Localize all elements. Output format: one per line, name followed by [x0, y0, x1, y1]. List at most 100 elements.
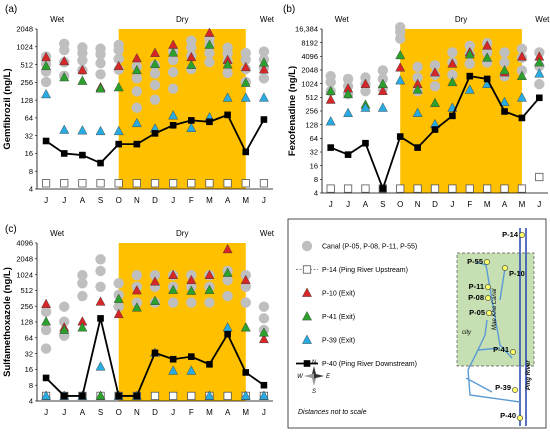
- month-label: N: [415, 200, 421, 209]
- p39-point: [395, 75, 406, 85]
- y-tick-label: 4096: [16, 239, 33, 248]
- y-tick-label: 1024: [16, 270, 33, 279]
- p41-point: [131, 302, 142, 312]
- canal-point: [342, 73, 354, 85]
- compass-arrow-s: [311, 376, 317, 386]
- month-label: J: [262, 196, 266, 205]
- p41-point: [186, 285, 197, 295]
- compass-arrow-w: [304, 373, 314, 379]
- month-label: N: [134, 196, 140, 205]
- p14-point: [361, 184, 370, 193]
- p39-point: [95, 125, 106, 136]
- canal-point: [186, 297, 197, 308]
- p40-point: [60, 392, 68, 400]
- y-tick-label: 512: [305, 93, 318, 102]
- legend-marker-p14: [302, 265, 312, 274]
- canal-point: [186, 35, 197, 46]
- p40-point: [151, 130, 159, 137]
- month-label: J: [537, 200, 541, 209]
- p14-point: [500, 184, 509, 193]
- month-label: M: [242, 196, 249, 205]
- p41-point: [59, 324, 70, 334]
- p41-point: [343, 88, 354, 99]
- canal-point: [77, 42, 88, 53]
- panel-a: 2048 1024 512 256 128 64 32 16 8 4 J J A S O N D J F M A M J Ge…: [2, 4, 275, 205]
- p10-point: [325, 94, 336, 104]
- p41-point: [168, 284, 179, 294]
- p41-point: [204, 39, 215, 49]
- p39-point: [343, 107, 354, 117]
- y-tick-label: 512: [20, 60, 33, 69]
- y-tick-label: 128: [305, 120, 318, 129]
- y-tick-label: 32: [25, 349, 33, 358]
- site-label: P-14: [502, 230, 519, 239]
- site-label: P-41: [493, 345, 509, 354]
- y-tick-label: 32: [25, 131, 33, 140]
- canal-point: [40, 343, 52, 354]
- canal-point: [222, 42, 233, 53]
- p40-point: [224, 111, 231, 119]
- p40-point: [169, 121, 177, 129]
- canal-point: [447, 69, 458, 81]
- p40-point: [151, 349, 159, 357]
- p14-point: [132, 179, 141, 188]
- month-label: M: [242, 408, 249, 417]
- canal-point: [59, 301, 70, 312]
- canal-point: [204, 57, 215, 68]
- y-tick-label: 4: [29, 397, 33, 406]
- canal-point: [131, 102, 143, 113]
- canal-point: [149, 94, 161, 105]
- month-label: J: [44, 408, 48, 417]
- p41-point: [482, 52, 493, 62]
- p10-point: [150, 276, 160, 286]
- p41-point: [41, 60, 52, 71]
- canal-line: [467, 319, 521, 403]
- site-label: P-08: [468, 293, 484, 302]
- p10-point: [430, 67, 440, 77]
- p40-point: [188, 353, 195, 360]
- p39-point: [41, 390, 52, 400]
- p41-point: [258, 327, 269, 337]
- y-tick-label: 512: [20, 286, 33, 295]
- canal-point: [395, 21, 406, 33]
- p40-point: [42, 137, 50, 145]
- p14-point: [78, 179, 87, 188]
- p41-point: [430, 97, 440, 108]
- month-label: J: [171, 196, 175, 205]
- p10-point: [204, 269, 215, 279]
- legend-marker-p40: [303, 360, 311, 367]
- p41-point: [131, 64, 142, 75]
- site-label: P-10: [509, 269, 525, 278]
- y-tick-label: 64: [25, 334, 33, 343]
- season-label-dry: Dry: [455, 15, 467, 24]
- p40-point: [79, 151, 86, 159]
- p41-point: [59, 72, 70, 82]
- legend-marker-p39: [302, 334, 312, 344]
- p40-point: [466, 72, 474, 80]
- canal-point: [412, 72, 423, 83]
- p41-point: [186, 59, 197, 69]
- p10-point: [131, 285, 142, 295]
- month-label: A: [363, 200, 369, 209]
- p41-point: [113, 81, 124, 92]
- month-label: N: [134, 408, 140, 417]
- p10-point: [204, 27, 215, 37]
- site-marker: [485, 295, 491, 301]
- y-axis-title: Fexofenadine (ng/L): [287, 66, 298, 156]
- p14-point: [187, 391, 196, 401]
- p14-point: [430, 184, 440, 193]
- p40-point: [188, 117, 195, 124]
- p41-point: [113, 293, 124, 303]
- canal-point: [59, 316, 70, 327]
- canal-line: [465, 377, 493, 393]
- canal-point: [499, 57, 510, 68]
- canal-point: [258, 73, 270, 84]
- p39-point: [377, 102, 388, 112]
- site-marker: [512, 387, 518, 393]
- p10-point: [113, 60, 124, 71]
- canal-point: [113, 301, 124, 312]
- y-tick-label: 8192: [301, 38, 318, 47]
- season-label-wet: Wet: [50, 15, 65, 24]
- p39-point: [240, 92, 251, 102]
- p41-point: [258, 57, 269, 67]
